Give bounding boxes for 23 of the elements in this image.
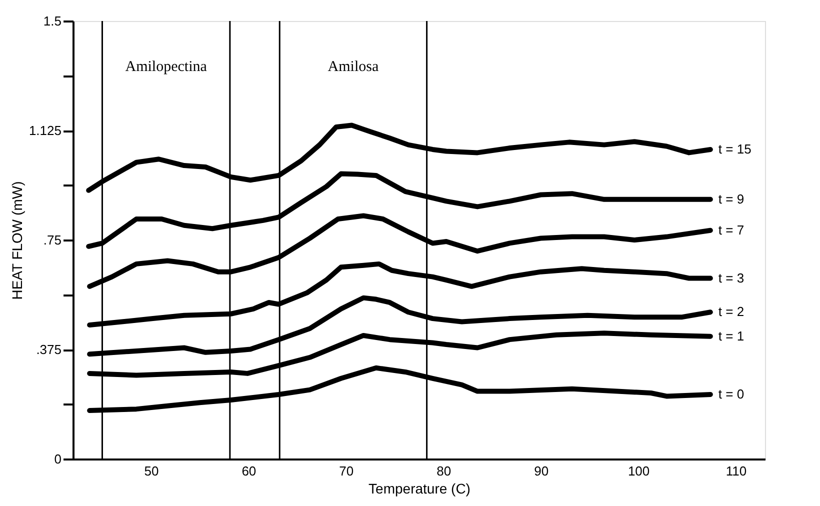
series-label: t = 0 (718, 386, 744, 402)
series-label: t = 7 (718, 222, 744, 238)
y-tick-label: 1.125 (28, 123, 62, 138)
x-tick-label: 90 (534, 464, 549, 478)
y-axis-title: HEAT FLOW (mW) (8, 181, 25, 300)
x-tick-label: 50 (144, 464, 159, 478)
x-axis-title: Temperature (C) (368, 480, 470, 496)
series-label: t = 1 (718, 328, 744, 344)
x-tick-label: 110 (726, 464, 747, 478)
series-label: t = 3 (718, 270, 744, 286)
x-tick-label: 70 (339, 464, 354, 478)
series-label: t = 9 (718, 191, 744, 206)
x-tick-label: 80 (436, 464, 452, 478)
x-tick-label: 60 (242, 464, 256, 478)
y-tick-label: .75 (43, 232, 62, 248)
y-tick-label: 0 (54, 452, 62, 466)
annotation: Amilopectina (125, 59, 208, 75)
x-tick-label: 100 (628, 464, 650, 478)
series-label: t = 15 (718, 141, 752, 156)
y-tick-label: 1.5 (43, 14, 62, 28)
y-tick-label: .375 (36, 342, 62, 357)
annotation: Amilosa (328, 59, 379, 75)
series-label: t = 2 (718, 304, 744, 320)
